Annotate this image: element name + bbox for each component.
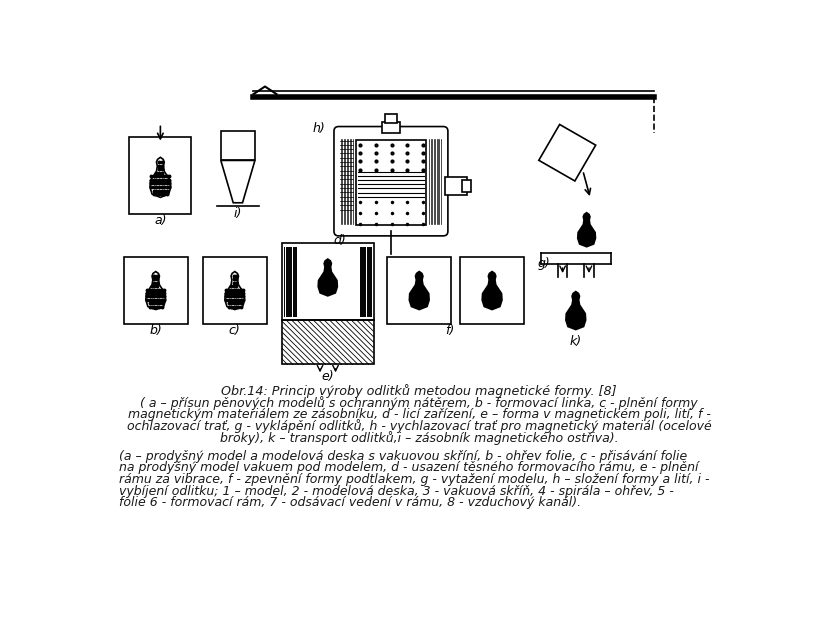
Text: d): d) xyxy=(334,233,347,247)
Text: folie 6 - formovací rám, 7 - odsávací vedení v rámu, 8 - vzduchový kanál).: folie 6 - formovací rám, 7 - odsávací ve… xyxy=(119,496,582,509)
Polygon shape xyxy=(539,124,596,181)
Polygon shape xyxy=(225,271,245,310)
Polygon shape xyxy=(221,160,255,203)
Polygon shape xyxy=(318,259,337,296)
Bar xyxy=(388,257,451,324)
FancyBboxPatch shape xyxy=(334,127,448,236)
Bar xyxy=(282,320,374,365)
Bar xyxy=(282,243,374,320)
Bar xyxy=(462,180,471,192)
Bar xyxy=(221,131,255,160)
Bar xyxy=(124,257,187,324)
Text: magnetickým materiálem ze zásobníku, d - licí zařízení, e – forma v magnetickém : magnetickým materiálem ze zásobníku, d -… xyxy=(128,408,711,421)
Text: rámu za vibrace, f - zpevnění formy podtlakem, g - vytažení modelu, h – složení : rámu za vibrace, f - zpevnění formy podt… xyxy=(119,473,710,486)
Text: e): e) xyxy=(321,370,334,383)
Bar xyxy=(203,257,267,324)
Polygon shape xyxy=(146,271,165,310)
Bar xyxy=(445,177,466,196)
Text: f): f) xyxy=(446,324,455,338)
Polygon shape xyxy=(150,157,171,198)
Text: c): c) xyxy=(229,324,240,338)
Text: Obr.14: Princip výroby odlitků metodou magnetické formy. [8]: Obr.14: Princip výroby odlitků metodou m… xyxy=(222,384,617,398)
Text: ochlazovací trať, g - vyklápění odlitků, h - vychlazovací trať pro magnetický ma: ochlazovací trať, g - vyklápění odlitků,… xyxy=(127,419,712,433)
Polygon shape xyxy=(482,271,502,310)
Bar xyxy=(461,257,524,324)
Text: b): b) xyxy=(150,324,162,338)
Polygon shape xyxy=(566,292,586,329)
Text: a): a) xyxy=(154,215,167,227)
Bar xyxy=(356,141,426,225)
Bar xyxy=(384,114,397,124)
Text: vybíjení odlitku; 1 – model, 2 - modelová deska, 3 - vakuová skříň, 4 - spirála : vybíjení odlitku; 1 – model, 2 - modelov… xyxy=(119,485,674,498)
Text: i): i) xyxy=(234,206,242,220)
Polygon shape xyxy=(409,271,429,310)
Text: k): k) xyxy=(569,335,582,348)
Bar xyxy=(129,138,191,215)
Text: g): g) xyxy=(537,257,551,269)
Text: h): h) xyxy=(312,122,326,135)
Text: (a – prodyšný model a modelová deska s vakuovou skříní, b - ohřev folie, c - při: (a – prodyšný model a modelová deska s v… xyxy=(119,450,688,463)
Text: broky), k – transport odlitků,i – zásobník magnetického ostřiva).: broky), k – transport odlitků,i – zásobn… xyxy=(220,431,618,445)
Text: ( a – přísun pěnových modelů s ochranným nátěrem, b - formovací linka, c - plněn: ( a – přísun pěnových modelů s ochranným… xyxy=(141,396,698,410)
Bar xyxy=(382,122,400,133)
Polygon shape xyxy=(578,213,596,247)
Text: na prodyšný model vakuem pod modelem, d - usazení těsného formovacího rámu, e - : na prodyšný model vakuem pod modelem, d … xyxy=(119,461,699,475)
